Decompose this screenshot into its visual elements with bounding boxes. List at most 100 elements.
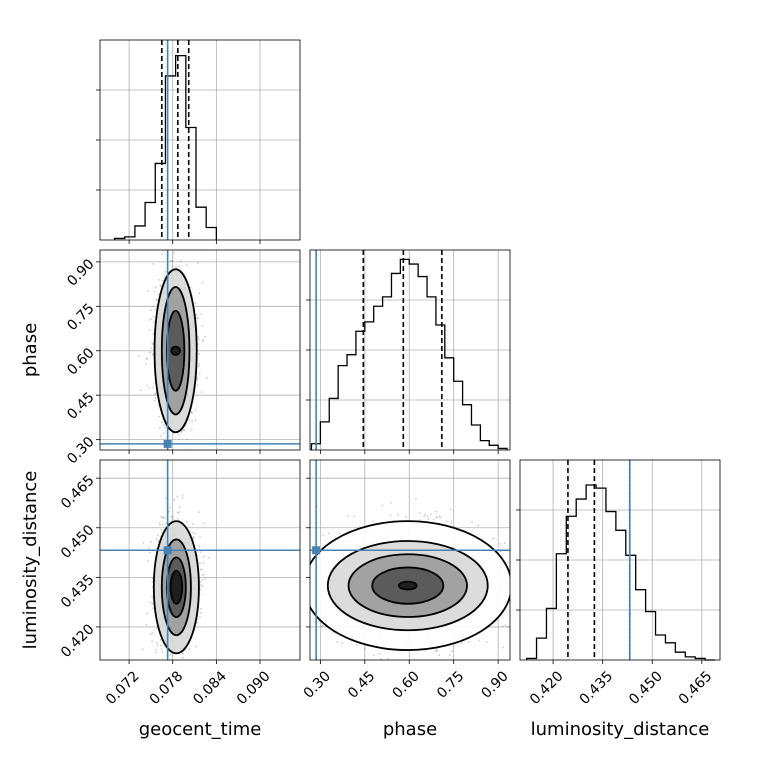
phase-vs-luminosity_distance-xtick-label: 0.45 — [345, 668, 378, 701]
geocent_time-vs-luminosity_distance-sample-point — [165, 497, 167, 500]
geocent_time-vs-luminosity_distance-xtick-label: 0.078 — [147, 668, 187, 708]
phase-vs-luminosity_distance-sample-point — [435, 516, 438, 519]
phase-vs-luminosity_distance-sample-point — [414, 666, 416, 668]
geocent_time-vs-phase-sample-point — [201, 324, 204, 327]
geocent_time-vs-luminosity_distance-sample-point — [169, 506, 172, 509]
phase-vs-luminosity_distance-xtick-label: 0.75 — [434, 668, 467, 701]
geocent_time-vs-luminosity_distance-sample-point — [149, 551, 151, 554]
geocent_time-vs-luminosity_distance-sample-point — [155, 651, 158, 654]
phase-vs-luminosity_distance-sample-point — [418, 512, 421, 514]
geocent_time-vs-phase-sample-point — [157, 293, 160, 295]
phase-vs-luminosity_distance-sample-point — [424, 513, 426, 516]
geocent_time-vs-phase-sample-point — [194, 419, 197, 422]
phase-vs-luminosity_distance-sample-point — [438, 515, 441, 518]
phase-vs-luminosity_distance-sample-point — [504, 624, 507, 627]
phase-vs-luminosity_distance-xtick-label: 0.90 — [478, 668, 511, 701]
phase-vs-luminosity_distance-sample-point — [485, 641, 488, 643]
geocent_time-vs-phase-frame — [99, 249, 301, 451]
geocent_time-vs-luminosity_distance-sample-point — [203, 555, 206, 558]
phase-vs-luminosity_distance-sample-point — [432, 518, 435, 521]
geocent_time-vs-phase-sample-point — [200, 313, 203, 315]
geocent_time-vs-luminosity_distance-ytick-label: 0.450 — [58, 522, 98, 562]
geocent_time-vs-luminosity_distance-sample-point — [181, 656, 184, 659]
geocent_time-vs-phase-ytick-label: 0.60 — [64, 345, 97, 378]
phase-vs-luminosity_distance-sample-point — [510, 578, 512, 580]
geocent_time-vs-phase-sample-point — [180, 431, 183, 434]
geocent_time-vs-phase-sample-point — [152, 316, 155, 318]
geocent_time-vs-phase-sample-point — [178, 265, 181, 267]
phase-vs-luminosity_distance-contour — [397, 580, 418, 591]
geocent_time-vs-luminosity_distance-sample-point — [149, 601, 152, 604]
phase-vs-luminosity_distance-sample-point — [381, 504, 384, 507]
geocent_time-vs-luminosity_distance-sample-point — [200, 607, 203, 610]
chart-marks — [100, 40, 716, 694]
phase-vs-luminosity_distance-sample-point — [471, 520, 473, 523]
hist-luminosity_distance-xlabel: luminosity_distance — [531, 719, 710, 740]
geocent_time-vs-luminosity_distance-sample-point — [192, 536, 195, 539]
geocent_time-vs-phase-sample-point — [169, 260, 172, 263]
geocent_time-vs-luminosity_distance-sample-point — [172, 518, 174, 520]
phase-vs-luminosity_distance-sample-point — [517, 563, 519, 565]
geocent_time-vs-luminosity_distance-ytick-label: 0.465 — [58, 473, 98, 513]
geocent_time-vs-phase-sample-point — [149, 351, 152, 354]
geocent_time-vs-luminosity_distance-sample-point — [198, 511, 200, 513]
geocent_time-vs-phase-sample-point — [154, 400, 156, 402]
geocent_time-vs-luminosity_distance-background — [100, 460, 300, 660]
geocent_time-vs-phase-sample-point — [146, 290, 149, 292]
geocent_time-vs-phase-sample-point — [204, 335, 207, 338]
phase-vs-luminosity_distance-sample-point — [389, 514, 392, 516]
geocent_time-vs-luminosity_distance-sample-point — [195, 645, 198, 648]
geocent_time-vs-luminosity_distance-sample-point — [161, 650, 164, 653]
phase-vs-luminosity_distance-sample-point — [363, 647, 366, 650]
geocent_time-vs-phase-sample-point — [151, 341, 153, 344]
geocent_time-vs-luminosity_distance-sample-point — [179, 692, 181, 694]
geocent_time-vs-luminosity_distance-sample-point — [198, 545, 201, 548]
geocent_time-vs-phase-sample-point — [191, 420, 194, 423]
phase-vs-luminosity_distance-sample-point — [434, 650, 437, 652]
geocent_time-vs-luminosity_distance-sample-point — [178, 511, 181, 513]
geocent_time-vs-luminosity_distance-sample-point — [171, 515, 174, 518]
geocent_time-vs-luminosity_distance-sample-point — [196, 621, 199, 624]
geocent_time-vs-luminosity_distance-sample-point — [141, 648, 144, 651]
phase-vs-luminosity_distance-sample-point — [339, 532, 341, 535]
geocent_time-vs-phase-sample-point — [151, 352, 154, 355]
geocent_time-vs-phase-sample-point — [195, 409, 197, 412]
geocent_time-vs-luminosity_distance-sample-point — [176, 517, 179, 520]
phase-vs-luminosity_distance-sample-point — [449, 508, 452, 511]
geocent_time-vs-phase-sample-point — [150, 347, 153, 350]
geocent_time-vs-luminosity_distance-xtick-label: 0.084 — [190, 668, 230, 708]
geocent_time-vs-phase-sample-point — [198, 292, 201, 295]
geocent_time-vs-phase-sample-point — [185, 264, 188, 267]
geocent_time-vs-phase-sample-point — [190, 428, 193, 431]
geocent_time-vs-luminosity_distance-sample-point — [151, 631, 154, 634]
geocent_time-vs-luminosity_distance-sample-point — [200, 568, 202, 571]
phase-vs-luminosity_distance-sample-point — [478, 639, 481, 642]
geocent_time-vs-luminosity_distance-sample-point — [151, 602, 154, 605]
geocent_time-vs-luminosity_distance-sample-point — [169, 654, 172, 656]
geocent_time-vs-luminosity_distance-sample-point — [145, 624, 148, 626]
geocent_time-vs-phase-sample-point — [161, 279, 164, 282]
geocent_time-vs-phase-sample-point — [163, 275, 166, 278]
geocent_time-vs-luminosity_distance-sample-point — [162, 517, 165, 519]
geocent_time-vs-luminosity_distance-sample-point — [199, 616, 201, 619]
geocent_time-vs-luminosity_distance-sample-point — [162, 516, 164, 519]
phase-vs-luminosity_distance-xtick-label: 0.30 — [301, 668, 334, 701]
geocent_time-vs-phase-sample-point — [206, 377, 208, 379]
phase-vs-luminosity_distance-sample-point — [372, 654, 375, 657]
geocent_time-vs-luminosity_distance-ytick-label: 0.435 — [58, 572, 98, 612]
phase-vs-luminosity_distance-sample-point — [371, 520, 374, 523]
geocent_time-vs-phase-sample-point — [197, 262, 199, 264]
geocent_time-vs-luminosity_distance-sample-point — [200, 584, 202, 586]
phase-vs-luminosity_distance-density-group — [310, 460, 519, 668]
phase-vs-luminosity_distance-sample-point — [439, 516, 442, 519]
geocent_time-vs-luminosity_distance-sample-point — [181, 494, 184, 496]
phase-vs-luminosity_distance-sample-point — [460, 642, 463, 644]
geocent_time-vs-luminosity_distance-sample-point — [155, 627, 158, 630]
phase-vs-luminosity_distance-sample-point — [468, 640, 470, 643]
geocent_time-vs-phase-sample-point — [148, 387, 151, 389]
geocent_time-vs-phase-sample-point — [197, 336, 199, 339]
geocent_time-vs-luminosity_distance-sample-point — [201, 585, 204, 588]
geocent_time-vs-phase-truth-marker — [163, 439, 172, 448]
geocent_time-vs-luminosity_distance-ytick-label: 0.420 — [58, 621, 98, 661]
